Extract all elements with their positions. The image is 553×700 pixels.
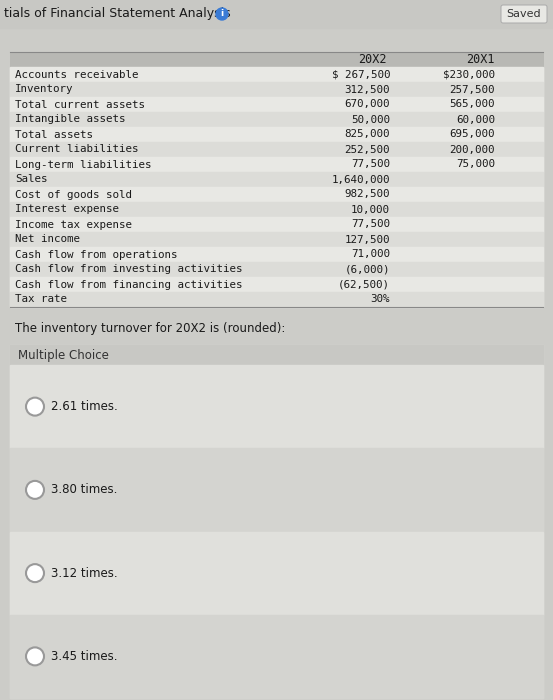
Text: 312,500: 312,500 (345, 85, 390, 95)
Text: 77,500: 77,500 (351, 160, 390, 169)
Circle shape (26, 564, 44, 582)
Circle shape (26, 481, 44, 499)
Text: Tax rate: Tax rate (15, 295, 67, 304)
Circle shape (26, 648, 44, 666)
Bar (0, 0, 553, 28)
Text: Net income: Net income (15, 234, 80, 244)
Text: tials of Financial Statement Analysis: tials of Financial Statement Analysis (4, 8, 231, 20)
Bar (10, 531, 543, 615)
Bar (10, 97, 543, 112)
Bar (10, 187, 543, 202)
Text: Cash flow from operations: Cash flow from operations (15, 249, 178, 260)
Text: i: i (221, 10, 223, 18)
Text: Long-term liabilities: Long-term liabilities (15, 160, 152, 169)
Text: $230,000: $230,000 (443, 69, 495, 80)
Text: 695,000: 695,000 (450, 130, 495, 139)
Text: 825,000: 825,000 (345, 130, 390, 139)
Bar (10, 172, 543, 187)
Text: Income tax expense: Income tax expense (15, 220, 132, 230)
Bar (10, 615, 543, 698)
Text: 71,000: 71,000 (351, 249, 390, 260)
Text: 670,000: 670,000 (345, 99, 390, 109)
Bar (10, 448, 543, 531)
Text: Saved: Saved (507, 9, 541, 19)
Text: 75,000: 75,000 (456, 160, 495, 169)
Circle shape (26, 398, 44, 416)
Text: (62,500): (62,500) (338, 279, 390, 290)
Text: 30%: 30% (371, 295, 390, 304)
Text: 3.45 times.: 3.45 times. (51, 650, 117, 663)
Bar (10, 52, 543, 67)
Text: 257,500: 257,500 (450, 85, 495, 95)
Text: Current liabilities: Current liabilities (15, 144, 138, 155)
Bar (10, 202, 543, 217)
Text: Interest expense: Interest expense (15, 204, 119, 214)
Text: Intangible assets: Intangible assets (15, 115, 126, 125)
FancyBboxPatch shape (501, 5, 547, 23)
Text: 20X2: 20X2 (358, 53, 386, 66)
Text: 20X1: 20X1 (466, 53, 494, 66)
Bar (10, 142, 543, 157)
Bar (10, 292, 543, 307)
Text: Cash flow from financing activities: Cash flow from financing activities (15, 279, 243, 290)
Text: Total assets: Total assets (15, 130, 93, 139)
Text: Cash flow from investing activities: Cash flow from investing activities (15, 265, 243, 274)
Text: The inventory turnover for 20X2 is (rounded):: The inventory turnover for 20X2 is (roun… (15, 322, 285, 335)
Bar (10, 365, 543, 448)
Text: 982,500: 982,500 (345, 190, 390, 200)
Bar (10, 247, 543, 262)
Text: $ 267,500: $ 267,500 (331, 69, 390, 80)
Bar (10, 127, 543, 142)
Text: 3.12 times.: 3.12 times. (51, 566, 118, 580)
Text: 200,000: 200,000 (450, 144, 495, 155)
Circle shape (216, 8, 228, 20)
Text: 252,500: 252,500 (345, 144, 390, 155)
Text: (6,000): (6,000) (345, 265, 390, 274)
Bar (10, 157, 543, 172)
Bar (10, 112, 543, 127)
Text: Multiple Choice: Multiple Choice (18, 349, 109, 361)
Text: 10,000: 10,000 (351, 204, 390, 214)
Text: Inventory: Inventory (15, 85, 74, 95)
Text: 565,000: 565,000 (450, 99, 495, 109)
Text: 50,000: 50,000 (351, 115, 390, 125)
Text: Cost of goods sold: Cost of goods sold (15, 190, 132, 200)
Bar (10, 345, 543, 698)
Text: 3.80 times.: 3.80 times. (51, 484, 117, 496)
Text: Accounts receivable: Accounts receivable (15, 69, 138, 80)
Bar (10, 262, 543, 277)
Text: Sales: Sales (15, 174, 48, 185)
Text: 60,000: 60,000 (456, 115, 495, 125)
Bar (10, 67, 543, 82)
Bar (10, 217, 543, 232)
Bar (10, 82, 543, 97)
Text: Total current assets: Total current assets (15, 99, 145, 109)
Text: 127,500: 127,500 (345, 234, 390, 244)
Bar (10, 277, 543, 292)
Text: 1,640,000: 1,640,000 (331, 174, 390, 185)
Bar (10, 52, 543, 307)
Text: 77,500: 77,500 (351, 220, 390, 230)
Text: 2.61 times.: 2.61 times. (51, 400, 118, 413)
Bar (10, 232, 543, 247)
Bar (10, 345, 543, 365)
